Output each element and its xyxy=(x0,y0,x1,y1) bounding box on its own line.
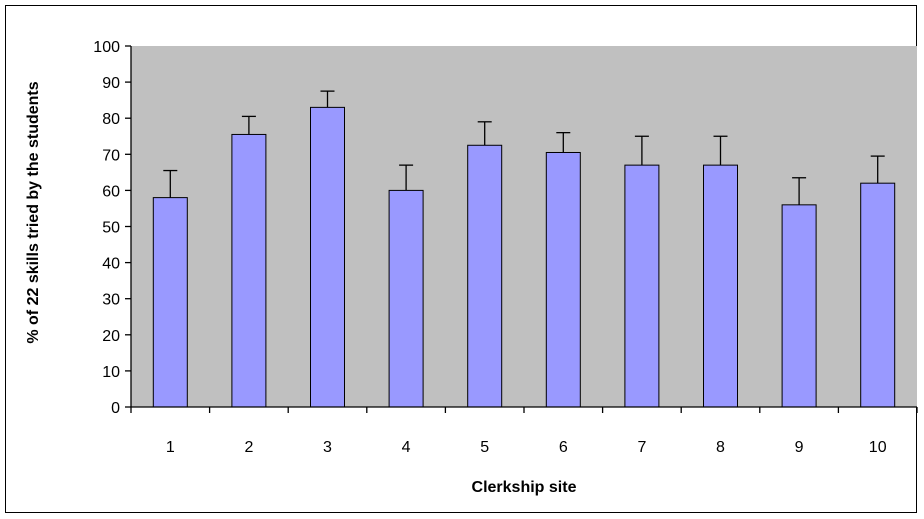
y-tick-label: 40 xyxy=(102,256,120,273)
error-bar-site-9 xyxy=(792,177,807,205)
y-tick-label: 50 xyxy=(102,220,120,237)
error-bars-group xyxy=(163,90,885,205)
error-bar-site-2 xyxy=(241,115,256,135)
error-bar-site-10 xyxy=(870,155,885,184)
x-tick-label: 6 xyxy=(559,439,568,456)
y-tick-label: 80 xyxy=(102,111,120,128)
y-axis-title: % of 22 skills tried by the students xyxy=(25,81,42,343)
y-tick-label: 100 xyxy=(93,39,120,56)
error-bar-site-5 xyxy=(477,121,492,146)
x-tick-label: 9 xyxy=(795,439,804,456)
x-tick-label: 5 xyxy=(480,439,489,456)
y-tick-labels: 0 10 20 30 40 50 60 70 80 90 100 xyxy=(93,39,120,417)
error-bar-site-8 xyxy=(713,135,728,166)
x-tick-label: 3 xyxy=(323,439,332,456)
x-tick-label: 4 xyxy=(402,439,411,456)
x-tick-label: 2 xyxy=(244,439,253,456)
bar-site-4 xyxy=(388,189,424,408)
x-tick-label: 8 xyxy=(716,439,725,456)
y-tick-label: 20 xyxy=(102,328,120,345)
error-bar-site-3 xyxy=(320,90,335,108)
x-tick-label: 10 xyxy=(869,439,887,456)
bars-group xyxy=(152,106,896,408)
error-bar-site-4 xyxy=(399,164,414,191)
x-tick-labels: 1 2 3 4 5 6 7 8 9 10 xyxy=(166,439,887,456)
bar-site-5 xyxy=(467,144,503,408)
y-tick-label: 0 xyxy=(111,400,120,417)
error-bar-site-6 xyxy=(556,131,571,153)
y-tick-label: 70 xyxy=(102,147,120,164)
error-bar-site-7 xyxy=(634,135,649,166)
error-bar-site-1 xyxy=(163,169,178,198)
bar-site-8 xyxy=(703,164,738,408)
x-tick-label: 7 xyxy=(637,439,646,456)
bar-site-6 xyxy=(545,151,581,408)
axes-group xyxy=(125,45,918,413)
y-tick-label: 90 xyxy=(102,75,120,92)
x-tick-label: 1 xyxy=(166,439,175,456)
bar-site-2 xyxy=(231,133,267,408)
bar-site-1 xyxy=(152,197,188,408)
bar-site-10 xyxy=(860,182,896,408)
y-tick-label: 30 xyxy=(102,292,120,309)
y-tick-label: 10 xyxy=(102,364,120,381)
bar-site-9 xyxy=(781,204,817,408)
y-tick-label: 60 xyxy=(102,183,120,200)
x-axis-title: Clerkship site xyxy=(472,479,577,496)
bar-site-3 xyxy=(310,106,345,408)
bar-site-7 xyxy=(624,164,660,408)
